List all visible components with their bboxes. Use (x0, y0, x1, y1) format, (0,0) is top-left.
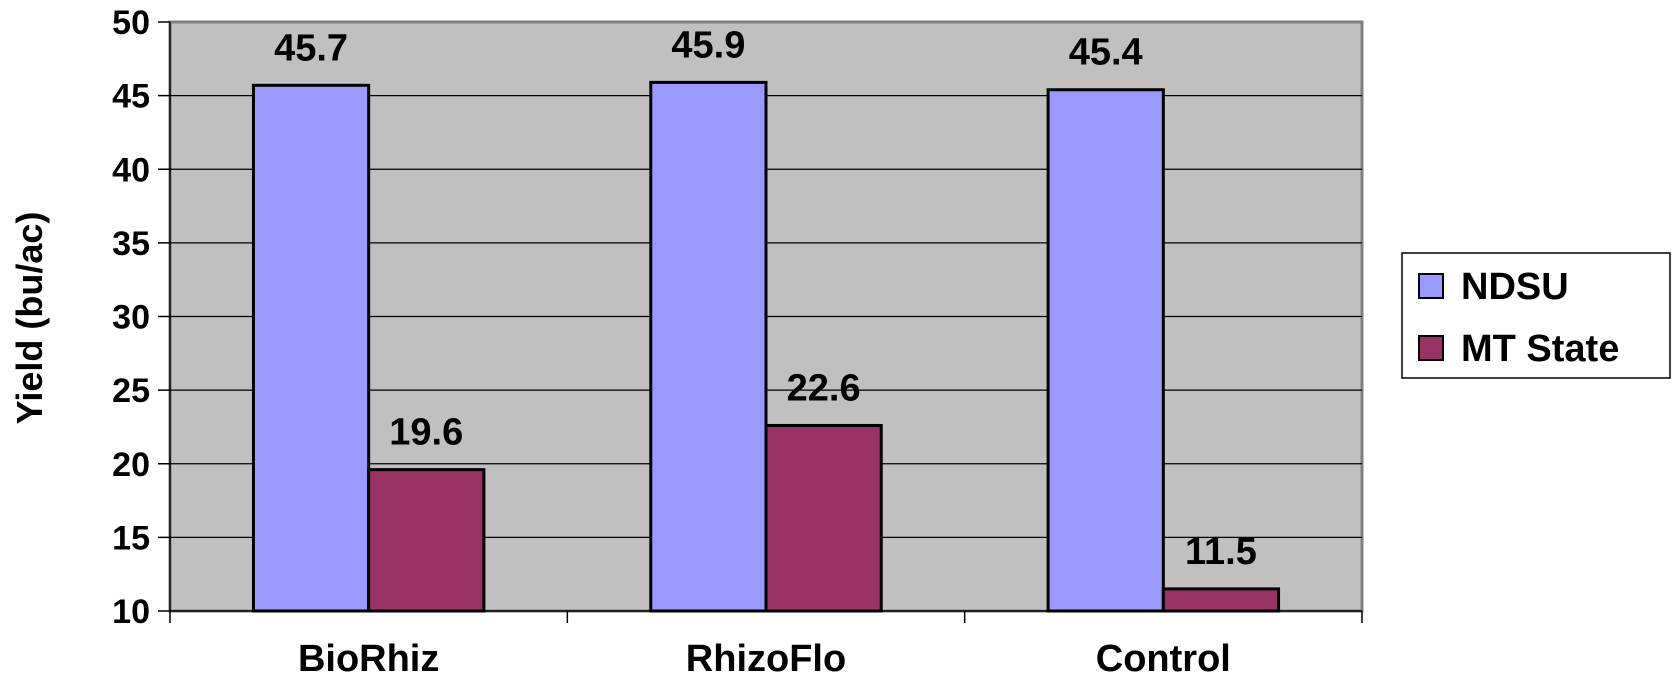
bar-mt-state-control (1161, 587, 1281, 613)
y-tick-label: 15 (112, 519, 150, 557)
legend-label: NDSU (1461, 266, 1569, 308)
bar-ndsu-rhizoflo (649, 80, 768, 613)
legend-box (1401, 252, 1671, 379)
data-label: 45.7 (274, 27, 348, 69)
y-tick-label: 10 (112, 593, 150, 631)
bar-ndsu-biorhiz (251, 83, 371, 613)
y-tick-label: 40 (112, 151, 150, 189)
y-tick-label: 45 (112, 78, 150, 116)
data-label: 19.6 (389, 412, 463, 454)
bar-mt-state-biorhiz (367, 468, 486, 613)
y-tick-label: 35 (112, 225, 150, 263)
y-axis-title: Yield (bu/ac) (9, 212, 50, 425)
data-label: 45.4 (1069, 32, 1143, 74)
y-tick-label: 30 (112, 299, 150, 337)
data-label: 45.9 (671, 24, 745, 66)
data-label: 11.5 (1185, 531, 1257, 573)
y-tick-label: 50 (112, 4, 150, 42)
x-tick-label: BioRhiz (298, 638, 439, 680)
legend-swatch (1418, 273, 1444, 299)
y-tick-labels: 10 15 20 25 30 35 40 45 50 (112, 4, 150, 631)
y-tick-label: 20 (112, 446, 150, 484)
x-tick-label: Control (1096, 638, 1231, 680)
y-tick-label: 25 (112, 372, 150, 410)
x-tick-label: RhizoFlo (686, 638, 846, 680)
data-labels: 45.7 19.6 45.9 22.6 45.4 11.5 (274, 24, 1257, 573)
bar-mt-state-rhizoflo (764, 423, 883, 613)
legend-swatch (1418, 335, 1444, 361)
legend-label: MT State (1461, 328, 1619, 370)
x-tick-labels: BioRhiz RhizoFlo Control (298, 638, 1231, 680)
legend: NDSU MT State (1401, 252, 1671, 379)
bar-ndsu-control (1046, 88, 1165, 613)
data-label: 22.6 (787, 367, 861, 409)
bars (251, 80, 1281, 613)
